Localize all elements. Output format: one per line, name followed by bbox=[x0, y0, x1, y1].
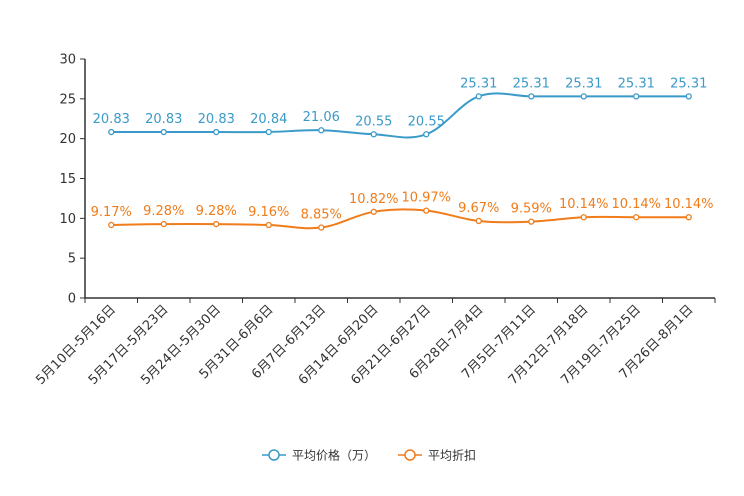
data-point bbox=[633, 214, 640, 221]
data-point bbox=[318, 224, 325, 231]
data-label: 9.28% bbox=[143, 204, 184, 219]
data-point bbox=[685, 214, 692, 221]
data-label: 10.14% bbox=[559, 197, 609, 212]
data-point bbox=[318, 127, 325, 134]
data-label: 10.14% bbox=[664, 197, 714, 212]
legend-label: 平均价格（万） bbox=[292, 448, 376, 463]
data-label: 10.82% bbox=[349, 192, 399, 207]
y-tick-label: 20 bbox=[59, 132, 76, 147]
data-point bbox=[528, 93, 535, 100]
data-label: 10.97% bbox=[401, 191, 451, 206]
data-label: 20.83 bbox=[145, 112, 182, 127]
data-label: 25.31 bbox=[618, 76, 655, 91]
data-label: 25.31 bbox=[460, 76, 497, 91]
data-label: 20.84 bbox=[250, 112, 287, 127]
data-label: 10.14% bbox=[611, 197, 661, 212]
series-line-1 bbox=[111, 92, 689, 139]
data-point bbox=[160, 128, 167, 136]
data-label: 25.31 bbox=[565, 76, 602, 91]
y-tick-label: 25 bbox=[59, 92, 76, 107]
data-label: 20.55 bbox=[355, 114, 392, 129]
legend-label: 平均折扣 bbox=[428, 448, 476, 463]
data-point bbox=[108, 221, 115, 229]
y-tick-label: 30 bbox=[59, 53, 76, 68]
data-label: 9.59% bbox=[511, 202, 552, 217]
data-point bbox=[370, 131, 377, 138]
data-point bbox=[633, 93, 640, 100]
data-point bbox=[265, 128, 272, 136]
data-point bbox=[108, 128, 115, 136]
data-label: 25.31 bbox=[513, 76, 550, 91]
data-point bbox=[423, 131, 430, 138]
data-point bbox=[685, 93, 692, 100]
data-label: 21.06 bbox=[303, 110, 340, 125]
data-label: 20.55 bbox=[408, 114, 445, 129]
data-point bbox=[370, 208, 377, 215]
data-label: 20.83 bbox=[93, 112, 130, 127]
data-point bbox=[580, 93, 587, 100]
y-tick-label: 10 bbox=[59, 212, 76, 227]
data-point bbox=[475, 93, 482, 100]
y-tick-label: 0 bbox=[68, 292, 76, 307]
data-point bbox=[528, 218, 535, 225]
data-label: 20.83 bbox=[198, 112, 235, 127]
data-label: 9.28% bbox=[196, 204, 237, 219]
data-label: 25.31 bbox=[670, 76, 707, 91]
data-label: 9.67% bbox=[458, 201, 499, 216]
y-tick-label: 15 bbox=[59, 172, 76, 187]
data-point bbox=[475, 217, 482, 225]
data-point bbox=[580, 214, 587, 221]
data-label: 9.16% bbox=[248, 205, 289, 220]
series-line-2 bbox=[111, 208, 689, 230]
y-tick-label: 5 bbox=[68, 252, 76, 267]
data-label: 8.85% bbox=[301, 207, 342, 222]
data-point bbox=[265, 221, 272, 229]
legend-marker bbox=[268, 449, 280, 461]
data-point bbox=[160, 220, 167, 228]
data-point bbox=[423, 207, 430, 214]
data-point bbox=[213, 128, 220, 136]
data-point bbox=[213, 220, 220, 228]
data-label: 9.17% bbox=[91, 205, 132, 220]
legend-marker bbox=[404, 449, 416, 461]
